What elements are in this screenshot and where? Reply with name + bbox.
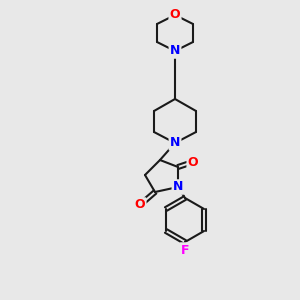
Text: N: N bbox=[173, 181, 183, 194]
Text: O: O bbox=[135, 199, 145, 212]
Text: O: O bbox=[170, 8, 180, 22]
Text: O: O bbox=[188, 155, 198, 169]
Text: N: N bbox=[170, 136, 180, 149]
Text: N: N bbox=[170, 44, 180, 58]
Text: F: F bbox=[181, 244, 189, 256]
